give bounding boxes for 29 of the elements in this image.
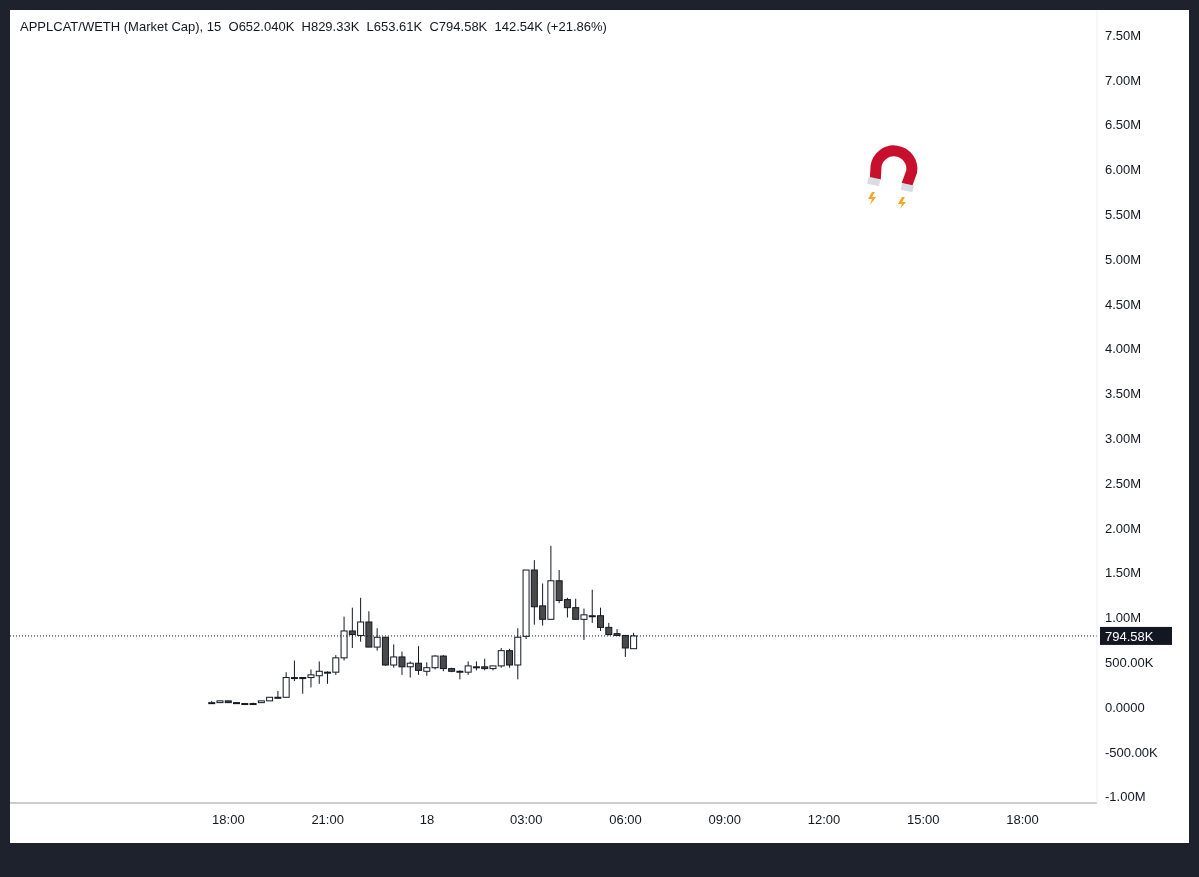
y-tick-label: 5.50M xyxy=(1105,206,1142,222)
y-tick-label: 1.50M xyxy=(1105,565,1142,581)
y-tick-label: 500.00K xyxy=(1105,654,1154,670)
x-tick-label: 09:00 xyxy=(708,812,742,828)
x-tick-label: 18 xyxy=(419,812,435,828)
x-tick-label: 18:00 xyxy=(212,812,245,828)
x-tick-label: 15:00 xyxy=(907,812,940,828)
y-tick-label: 3.50M xyxy=(1105,386,1142,402)
text: APPLCAT/WETH (Market Cap), 15 O652.040K H829.33K L653.61K C794.58K 142.54K (+21.86%) xyxy=(20,19,607,34)
y-tick-label: 4.50M xyxy=(1105,296,1142,312)
y-tick-label: -1.00M xyxy=(1105,789,1146,805)
y-tick-label: 2.50M xyxy=(1105,475,1142,491)
y-tick-label: 2.00M xyxy=(1105,520,1142,536)
x-tick-label: 18:00 xyxy=(1006,812,1039,828)
y-tick-label: 7.00M xyxy=(1105,72,1142,88)
y-tick-label: 6.50M xyxy=(1105,117,1142,133)
y-tick-label: 1.00M xyxy=(1105,610,1142,626)
y-tick-label: -500.00K xyxy=(1105,744,1159,760)
y-tick-label: 7.50M xyxy=(1105,27,1142,43)
x-tick-label: 21:00 xyxy=(311,812,344,828)
x-tick-label: 06:00 xyxy=(609,812,642,828)
ref-line-label: 794.58K xyxy=(1105,628,1154,644)
y-tick-label: 4.00M xyxy=(1105,341,1142,357)
y-tick-label: 3.00M xyxy=(1105,430,1142,446)
x-tick-label: 03:00 xyxy=(509,812,543,828)
y-tick-label: 6.00M xyxy=(1105,162,1142,178)
y-tick-label: 0.0000 xyxy=(1105,699,1145,715)
y-tick-label: 5.00M xyxy=(1105,251,1142,267)
x-tick-label: 12:00 xyxy=(807,812,841,828)
